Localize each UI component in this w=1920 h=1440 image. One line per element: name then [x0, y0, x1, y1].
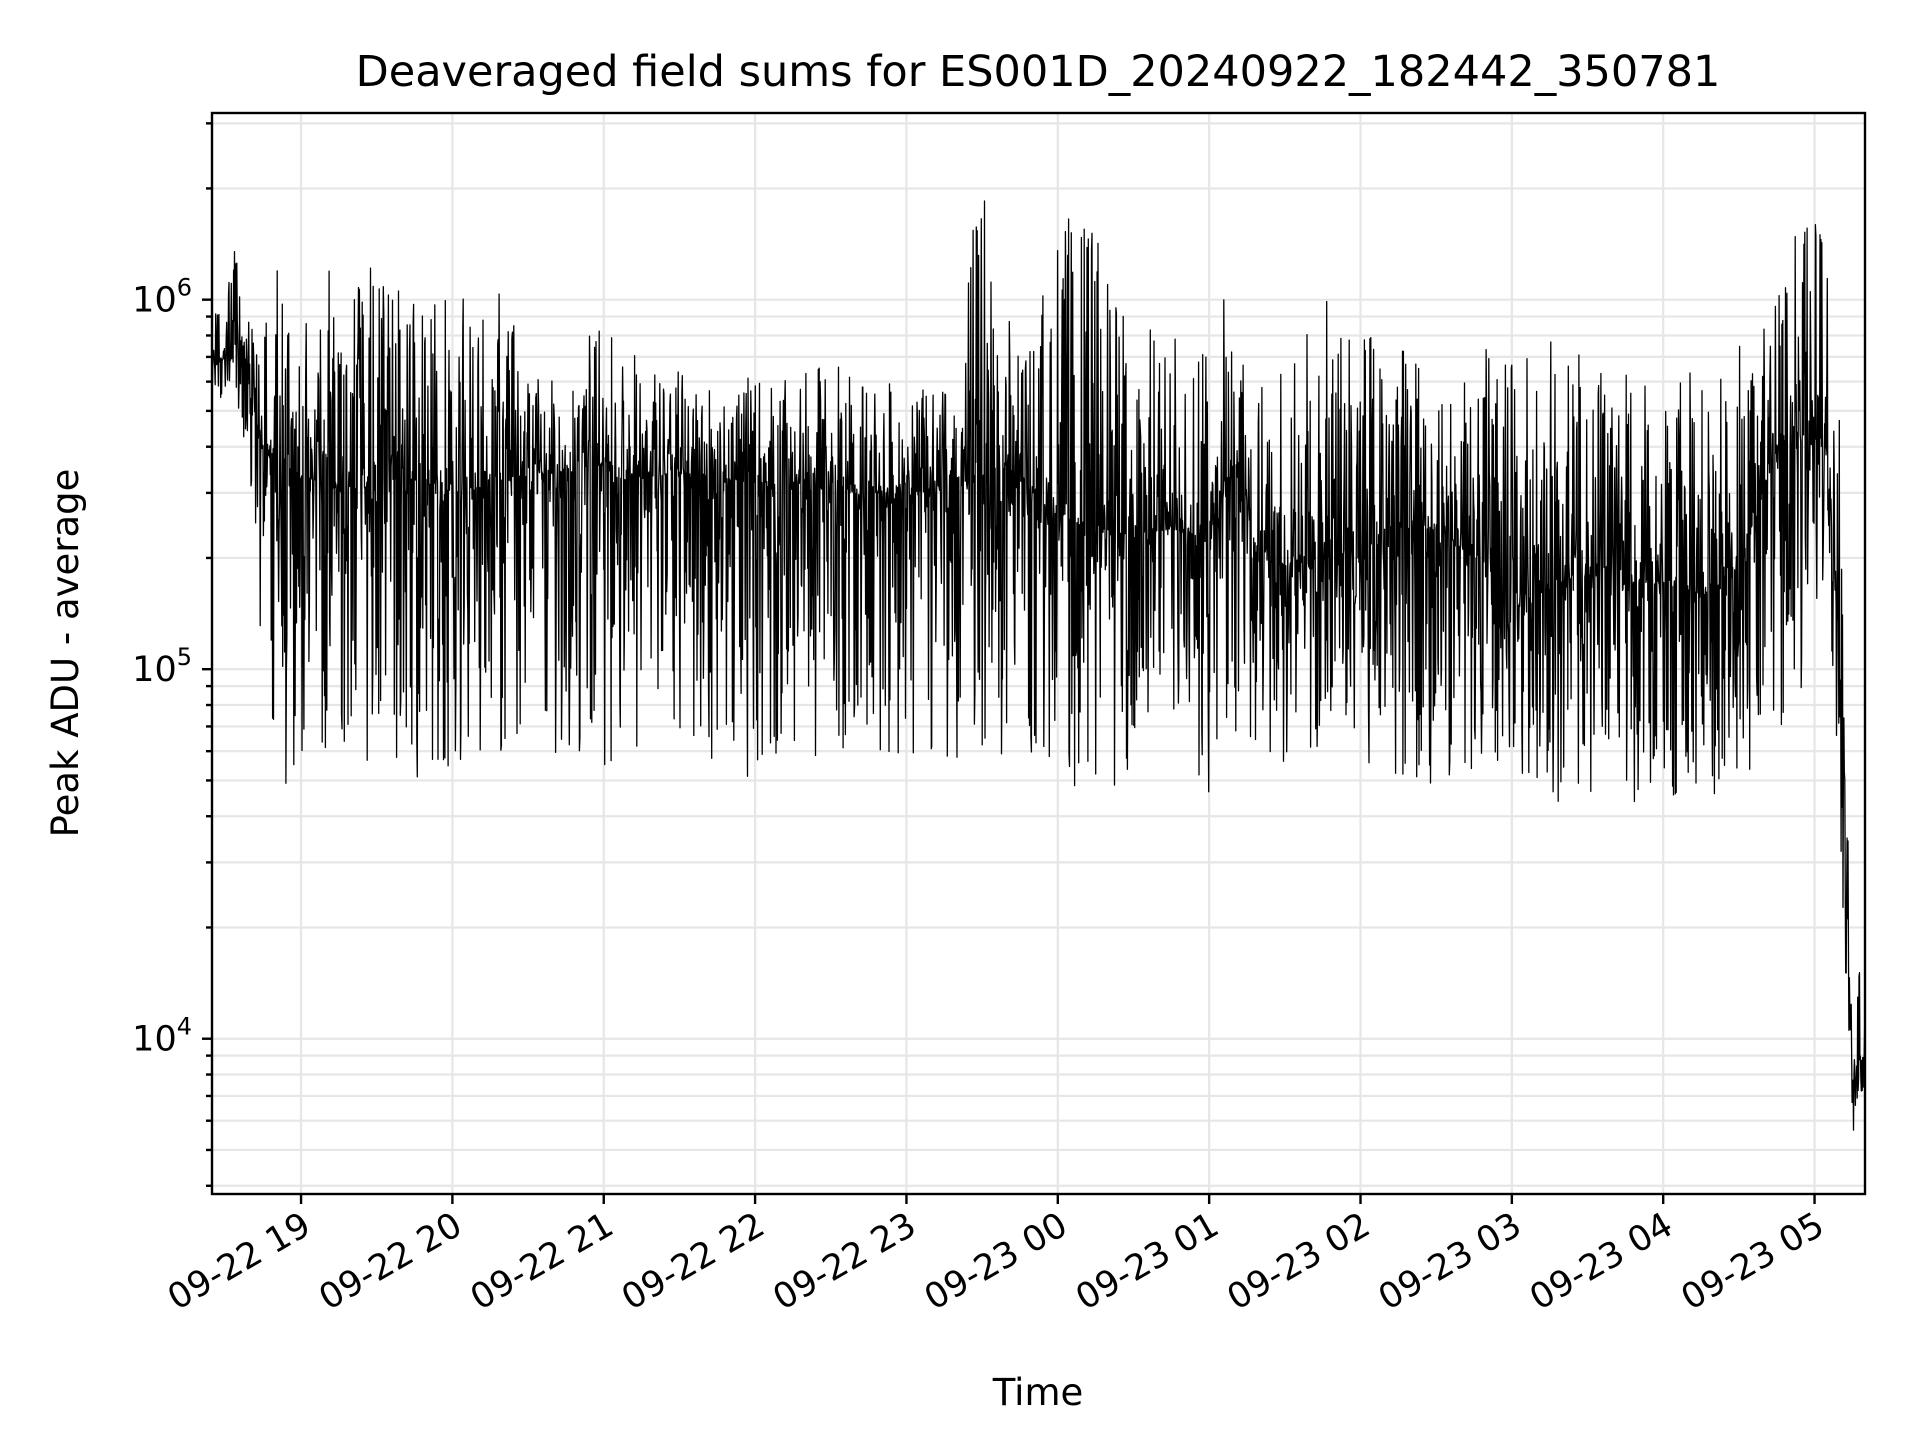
- y-axis-label: Peak ADU - average: [44, 469, 87, 838]
- y-tick-label: 105: [132, 643, 192, 690]
- x-axis-label: Time: [992, 1371, 1084, 1414]
- y-tick-label: 104: [132, 1013, 192, 1060]
- y-axis: 104 105 106: [132, 122, 212, 1187]
- plot-frame: [210, 111, 1867, 1196]
- chart-title: Deaveraged field sums for ES001D_2024092…: [356, 47, 1721, 97]
- grid: [212, 113, 1865, 1194]
- y-tick-label: 106: [132, 274, 192, 321]
- series-line: [211, 200, 1866, 1131]
